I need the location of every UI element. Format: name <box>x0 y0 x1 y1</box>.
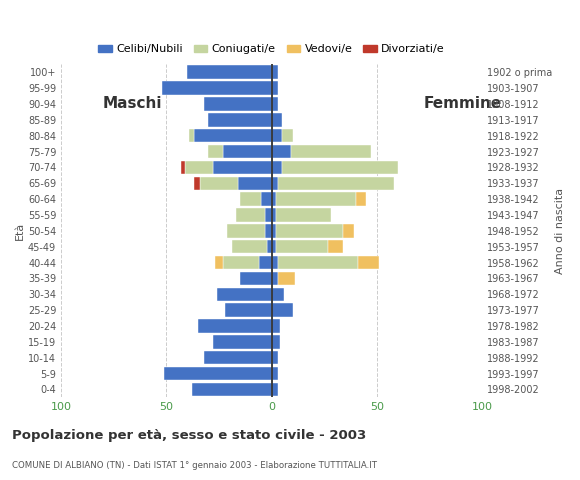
Bar <box>276 224 343 238</box>
Bar <box>208 113 271 127</box>
Bar <box>276 192 356 206</box>
Bar <box>217 288 271 301</box>
Bar <box>271 192 275 206</box>
Bar <box>200 177 238 190</box>
Bar <box>271 303 293 317</box>
Bar <box>271 65 278 79</box>
Y-axis label: Anno di nascita: Anno di nascita <box>555 188 565 274</box>
Bar <box>213 161 271 174</box>
Bar <box>227 224 265 238</box>
Bar <box>185 161 213 174</box>
Bar <box>271 81 278 95</box>
Bar <box>265 224 271 238</box>
Bar <box>271 177 278 190</box>
Bar <box>198 319 271 333</box>
Bar <box>191 383 271 396</box>
Bar <box>271 113 282 127</box>
Bar <box>271 240 275 253</box>
Bar <box>271 97 278 111</box>
Bar <box>356 192 367 206</box>
Bar <box>162 81 271 95</box>
Bar <box>271 256 278 269</box>
Bar <box>271 383 278 396</box>
Bar <box>328 240 343 253</box>
Bar <box>190 129 194 143</box>
Bar <box>343 224 354 238</box>
Text: Maschi: Maschi <box>103 96 162 111</box>
Bar <box>271 272 278 285</box>
Bar <box>271 208 275 222</box>
Bar <box>213 335 271 348</box>
Bar <box>181 161 185 174</box>
Bar <box>235 208 265 222</box>
Bar <box>194 129 271 143</box>
Bar <box>265 208 271 222</box>
Legend: Celibi/Nubili, Coniugati/e, Vedovi/e, Divorziati/e: Celibi/Nubili, Coniugati/e, Vedovi/e, Di… <box>94 40 450 59</box>
Bar <box>267 240 271 253</box>
Bar <box>282 161 398 174</box>
Bar <box>164 367 271 380</box>
Bar <box>271 335 280 348</box>
Bar <box>271 319 280 333</box>
Bar <box>238 177 271 190</box>
Bar <box>278 272 295 285</box>
Bar <box>271 367 278 380</box>
Bar <box>358 256 379 269</box>
Bar <box>271 288 284 301</box>
Text: Popolazione per età, sesso e stato civile - 2003: Popolazione per età, sesso e stato civil… <box>12 429 366 442</box>
Y-axis label: Età: Età <box>15 222 25 240</box>
Bar <box>231 240 267 253</box>
Text: Femmine: Femmine <box>423 96 501 111</box>
Bar <box>271 129 282 143</box>
Bar <box>208 145 223 158</box>
Bar <box>276 208 331 222</box>
Bar <box>215 256 223 269</box>
Bar <box>278 177 394 190</box>
Bar <box>223 145 271 158</box>
Bar <box>187 65 271 79</box>
Bar <box>282 129 293 143</box>
Bar <box>278 256 358 269</box>
Bar <box>271 161 282 174</box>
Bar <box>261 192 271 206</box>
Bar <box>204 351 271 364</box>
Bar <box>240 272 271 285</box>
Bar <box>291 145 371 158</box>
Bar <box>225 303 271 317</box>
Bar <box>240 192 261 206</box>
Bar <box>276 240 328 253</box>
Text: COMUNE DI ALBIANO (TN) - Dati ISTAT 1° gennaio 2003 - Elaborazione TUTTITALIA.IT: COMUNE DI ALBIANO (TN) - Dati ISTAT 1° g… <box>12 461 376 470</box>
Bar <box>223 256 259 269</box>
Bar <box>259 256 271 269</box>
Bar <box>271 351 278 364</box>
Bar <box>271 224 275 238</box>
Bar <box>194 177 200 190</box>
Bar <box>271 145 291 158</box>
Bar <box>204 97 271 111</box>
